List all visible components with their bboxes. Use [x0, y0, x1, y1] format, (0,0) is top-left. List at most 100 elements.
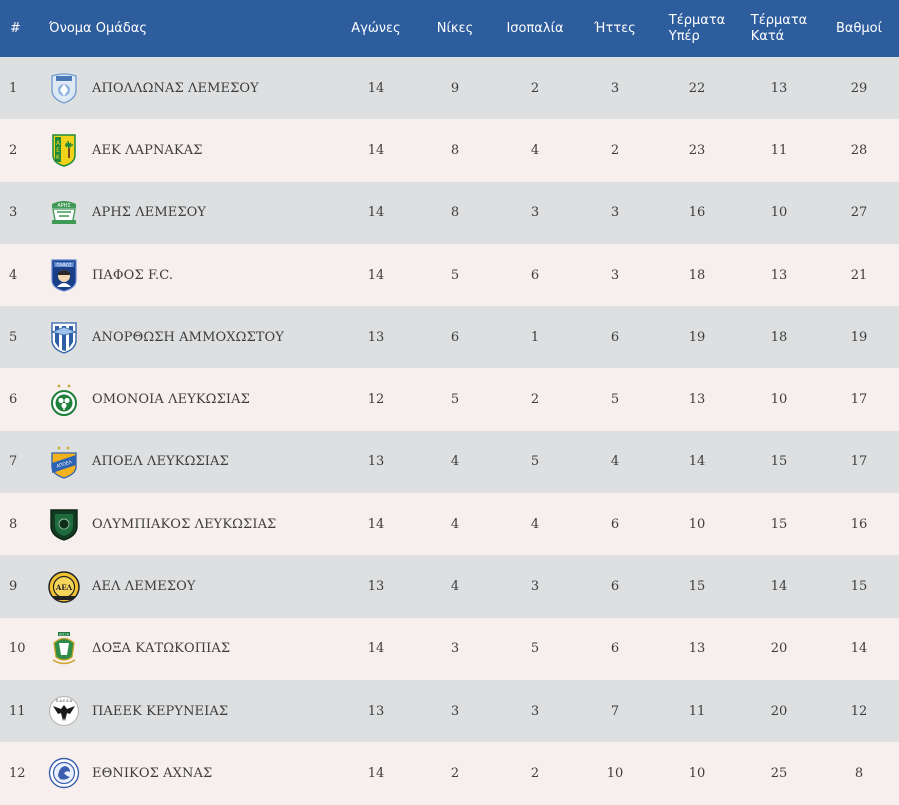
pafos-crest-icon: ΠΑΦΟΣ [48, 258, 80, 292]
apollon-crest-icon [48, 71, 80, 105]
goals-for-cell: 13 [688, 392, 706, 408]
goals-against-cell: 20 [770, 641, 788, 657]
wins-cell: 3 [450, 641, 460, 657]
team-cell[interactable]: ΑΠΟΛΛΩΝΑΣ ΛΕΜΕΣΟΥ [45, 57, 337, 119]
team-info: ΑΠΟΛΛΩΝΑΣ ΛΕΜΕΣΟΥ [45, 71, 337, 105]
team-name[interactable]: ΟΜΟΝΟΙΑ ΛΕΥΚΩΣΙΑΣ [92, 392, 250, 408]
header-goals-against[interactable]: Τέρματα Κατά [739, 0, 819, 57]
table-row[interactable]: 11 Π.Α.Ε.Ε.Κ ΠΑΕΕΚ ΚΕΡΥΝΕΙΑΣ 13 3 3 7 11 20 12 [0, 679, 899, 743]
team-name[interactable]: ΕΘΝΙΚΟΣ ΑΧΝΑΣ [92, 765, 213, 781]
points-cell: 16 [850, 516, 868, 532]
paeek-crest-icon: Π.Α.Ε.Ε.Κ [48, 694, 80, 728]
team-name[interactable]: ΟΛΥΜΠΙΑΚΟΣ ΛΕΥΚΩΣΙΑΣ [92, 516, 277, 532]
wins-cell: 9 [450, 80, 460, 96]
header-points[interactable]: Βαθμοί [835, 20, 883, 36]
goals-against-cell: 13 [770, 267, 788, 283]
apoel-crest-icon: ΑΠΟΕΛ [48, 445, 80, 479]
header-rank[interactable]: # [10, 20, 21, 36]
goals-against-cell: 15 [770, 454, 788, 470]
team-cell[interactable]: ΑΝΟΡΘΩΣΗ ΑΜΜΟΧΩΣΤΟΥ [45, 306, 337, 368]
draws-cell: 3 [530, 579, 540, 595]
team-name[interactable]: ΑΕΛ ΛΕΜΕΣΟΥ [92, 579, 196, 595]
omonoia-crest-icon [48, 383, 80, 417]
svg-text:ΔΟΞΑ: ΔΟΞΑ [59, 632, 69, 636]
team-cell[interactable]: Α Ε Κ ΑΕΚ ΛΑΡΝΑΚΑΣ [45, 119, 337, 181]
table-row[interactable]: 6 ΟΜΟΝΟΙΑ ΛΕΥΚΩΣΙΑΣ 12 5 2 5 13 10 17 [0, 368, 899, 431]
played-cell: 14 [367, 267, 385, 283]
header-team[interactable]: Όνομα Ομάδας [49, 20, 147, 36]
played-cell: 13 [367, 454, 385, 470]
draws-cell: 5 [530, 641, 540, 657]
table-row[interactable]: 5 ΑΝΟΡΘΩΣΗ ΑΜΜΟΧΩΣΤΟΥ 13 6 1 6 19 18 19 [0, 306, 899, 369]
losses-cell: 3 [610, 205, 620, 221]
losses-cell: 6 [610, 329, 620, 345]
table-row[interactable]: 9 ΑΕΛ ΑΕΛ ΛΕΜΕΣΟΥ 13 4 3 6 15 14 15 [0, 555, 899, 618]
header-goals-against-line2: Κατά [750, 28, 785, 44]
table-row[interactable]: 12 ΕΘΝΙΚΟΣ ΑΧΝΑΣ 14 2 2 10 10 25 8 [0, 742, 899, 805]
team-name[interactable]: ΔΟΞΑ ΚΑΤΩΚΟΠΙΑΣ [92, 641, 231, 657]
table-row[interactable]: 4 ΠΑΦΟΣ ΠΑΦΟΣ F.C. 14 5 6 3 18 13 21 [0, 243, 899, 307]
team-cell[interactable]: ΟΜΟΝΟΙΑ ΛΕΥΚΩΣΙΑΣ [45, 368, 337, 430]
team-info: ΟΛΥΜΠΙΑΚΟΣ ΛΕΥΚΩΣΙΑΣ [45, 507, 337, 541]
goals-for-cell: 13 [688, 641, 706, 657]
olympiakos-crest-icon [48, 507, 80, 541]
table-row[interactable]: 8 ΟΛΥΜΠΙΑΚΟΣ ΛΕΥΚΩΣΙΑΣ 14 4 4 6 10 15 16 [0, 493, 899, 556]
losses-cell: 6 [610, 516, 620, 532]
team-cell[interactable]: ΑΡΗΣ ΑΡΗΣ ΛΕΜΕΣΟΥ [45, 182, 337, 244]
team-name[interactable]: ΑΝΟΡΘΩΣΗ ΑΜΜΟΧΩΣΤΟΥ [92, 329, 284, 345]
losses-cell: 7 [610, 703, 620, 719]
draws-cell: 1 [530, 329, 540, 345]
table-row[interactable]: 10 ΔΟΞΑ ΔΟΞΑ ΚΑΤΩΚΟΠΙΑΣ 14 3 5 6 13 20 14 [0, 617, 899, 680]
svg-text:ΑΡΗΣ: ΑΡΗΣ [57, 203, 70, 209]
points-cell: 19 [850, 329, 868, 345]
team-name[interactable]: ΑΠΟΕΛ ΛΕΥΚΩΣΙΑΣ [92, 454, 229, 470]
played-cell: 14 [367, 516, 385, 532]
team-cell[interactable]: ΑΕΛ ΑΕΛ ΛΕΜΕΣΟΥ [45, 555, 337, 617]
table-row[interactable]: 7 ΑΠΟΕΛ ΑΠΟΕΛ ΛΕΥΚΩΣΙΑΣ 13 4 5 4 14 15 17 [0, 430, 899, 494]
draws-cell: 2 [530, 392, 540, 408]
wins-cell: 5 [450, 267, 460, 283]
header-goals-for[interactable]: Τέρματα Υπέρ [655, 0, 739, 57]
played-cell: 12 [367, 392, 385, 408]
points-cell: 21 [850, 267, 868, 283]
table-row[interactable]: 2 Α Ε Κ ΑΕΚ ΛΑΡΝΑΚΑΣ 14 8 4 2 23 11 28 [0, 119, 899, 182]
table-header: # Όνομα Ομάδας Αγώνες Νίκες Ισοπαλία Ήττ… [0, 0, 899, 57]
team-cell[interactable]: Π.Α.Ε.Ε.Κ ΠΑΕΕΚ ΚΕΡΥΝΕΙΑΣ [45, 680, 337, 742]
header-played[interactable]: Αγώνες [351, 20, 401, 36]
rank-cell: 3 [9, 205, 18, 221]
header-losses[interactable]: Ήττες [594, 20, 636, 36]
svg-text:Κ: Κ [56, 154, 61, 161]
header-goals-for-line1: Τέρματα [668, 12, 726, 28]
rank-cell: 5 [9, 329, 18, 345]
played-cell: 14 [367, 641, 385, 657]
rank-cell: 1 [9, 80, 18, 96]
table-row[interactable]: 3 ΑΡΗΣ ΑΡΗΣ ΛΕΜΕΣΟΥ 14 8 3 3 16 10 27 [0, 181, 899, 244]
header-goals-against-line1: Τέρματα [750, 12, 808, 28]
anorthosis-crest-icon [48, 320, 80, 355]
team-name[interactable]: ΑΠΟΛΛΩΝΑΣ ΛΕΜΕΣΟΥ [92, 80, 259, 96]
team-name[interactable]: ΑΕΚ ΛΑΡΝΑΚΑΣ [92, 142, 203, 158]
goals-for-cell: 14 [688, 454, 706, 470]
draws-cell: 4 [530, 142, 540, 158]
team-cell[interactable]: ΔΟΞΑ ΔΟΞΑ ΚΑΤΩΚΟΠΙΑΣ [45, 618, 337, 680]
svg-text:ΑΕΛ: ΑΕΛ [55, 583, 73, 592]
draws-cell: 2 [530, 80, 540, 96]
team-name[interactable]: ΠΑΦΟΣ F.C. [92, 267, 174, 283]
goals-against-cell: 11 [770, 142, 788, 158]
table-row[interactable]: 1 ΑΠΟΛΛΩΝΑΣ ΛΕΜΕΣΟΥ 14 9 2 3 22 13 29 [0, 57, 899, 120]
team-name[interactable]: ΠΑΕΕΚ ΚΕΡΥΝΕΙΑΣ [92, 703, 229, 719]
draws-cell: 5 [530, 454, 540, 470]
team-name[interactable]: ΑΡΗΣ ΛΕΜΕΣΟΥ [92, 205, 207, 221]
team-info: ΑΕΛ ΑΕΛ ΛΕΜΕΣΟΥ [45, 570, 337, 604]
goals-against-cell: 14 [770, 579, 788, 595]
points-cell: 29 [850, 80, 868, 96]
goals-for-cell: 10 [688, 765, 706, 781]
losses-cell: 3 [610, 267, 620, 283]
team-cell[interactable]: ΟΛΥΜΠΙΑΚΟΣ ΛΕΥΚΩΣΙΑΣ [45, 493, 337, 555]
header-wins[interactable]: Νίκες [436, 20, 474, 36]
team-cell[interactable]: ΕΘΝΙΚΟΣ ΑΧΝΑΣ [45, 742, 337, 804]
header-draws[interactable]: Ισοπαλία [506, 20, 564, 36]
team-cell[interactable]: ΑΠΟΕΛ ΑΠΟΕΛ ΛΕΥΚΩΣΙΑΣ [45, 431, 337, 493]
team-cell[interactable]: ΠΑΦΟΣ ΠΑΦΟΣ F.C. [45, 244, 337, 306]
